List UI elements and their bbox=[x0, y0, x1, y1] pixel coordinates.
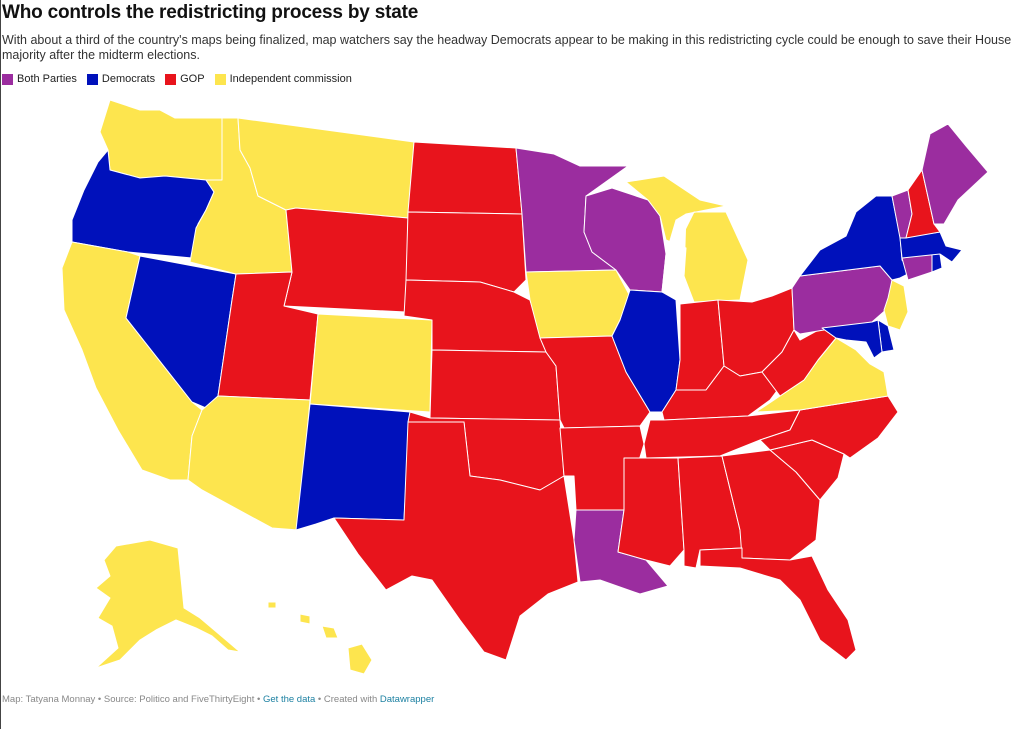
legend: Both Parties Democrats GOP Independent c… bbox=[2, 73, 352, 85]
left-border bbox=[0, 0, 1, 729]
state-AZ[interactable] bbox=[187, 395, 311, 531]
footer-prefix: Map: Tatyana Monnay • Source: Politico a… bbox=[2, 694, 263, 705]
state-AK[interactable] bbox=[95, 539, 241, 669]
legend-label-both: Both Parties bbox=[17, 73, 77, 85]
state-HI-island-4 bbox=[267, 601, 277, 609]
legend-item-democrats: Democrats bbox=[86, 73, 156, 85]
state-FL[interactable] bbox=[699, 547, 857, 661]
state-CO[interactable] bbox=[309, 313, 433, 413]
legend-item-both: Both Parties bbox=[2, 73, 77, 85]
state-TX[interactable] bbox=[333, 421, 579, 661]
legend-item-independent: Independent commission bbox=[214, 73, 352, 85]
state-HI-island-2 bbox=[321, 625, 339, 639]
page-subtitle: With about a third of the country's maps… bbox=[2, 33, 1012, 62]
legend-label-democrats: Democrats bbox=[101, 73, 156, 85]
state-MI[interactable] bbox=[625, 175, 749, 303]
state-RI[interactable] bbox=[931, 253, 943, 273]
page-title: Who controls the redistricting process b… bbox=[2, 2, 419, 23]
legend-swatch-democrats bbox=[86, 73, 98, 85]
get-the-data-link[interactable]: Get the data bbox=[263, 694, 316, 705]
legend-swatch-gop bbox=[165, 73, 177, 85]
state-ME[interactable] bbox=[921, 123, 989, 225]
state-MS[interactable] bbox=[617, 457, 685, 567]
legend-swatch-both bbox=[2, 73, 13, 85]
state-KS[interactable] bbox=[429, 349, 561, 421]
state-NJ[interactable] bbox=[883, 279, 909, 331]
legend-label-gop: GOP bbox=[180, 73, 205, 85]
state-ND[interactable] bbox=[407, 141, 523, 215]
state-MA[interactable] bbox=[899, 231, 963, 263]
footer-middle: • Created with bbox=[315, 694, 380, 705]
state-NM[interactable] bbox=[295, 403, 411, 531]
state-MD[interactable] bbox=[821, 319, 883, 359]
legend-label-independent: Independent commission bbox=[229, 73, 352, 85]
lake-michigan bbox=[661, 213, 687, 295]
state-HI[interactable] bbox=[347, 643, 373, 675]
legend-swatch-independent bbox=[214, 73, 226, 85]
legend-item-gop: GOP bbox=[165, 73, 205, 85]
state-WY[interactable] bbox=[283, 207, 409, 313]
state-HI-island-3 bbox=[299, 613, 311, 625]
us-map bbox=[61, 100, 989, 675]
datawrapper-link[interactable]: Datawrapper bbox=[379, 694, 435, 705]
footer-credits: Map: Tatyana Monnay • Source: Politico a… bbox=[2, 694, 434, 705]
state-NC[interactable] bbox=[759, 395, 899, 459]
state-WA[interactable] bbox=[99, 100, 239, 181]
